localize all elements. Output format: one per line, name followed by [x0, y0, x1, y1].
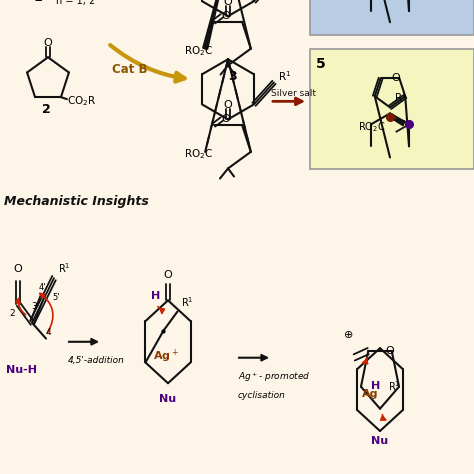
Text: Nu-H: Nu-H: [7, 365, 37, 375]
Text: O: O: [14, 264, 22, 273]
Polygon shape: [203, 0, 228, 49]
Text: O: O: [391, 73, 400, 83]
Polygon shape: [390, 118, 405, 126]
Text: 1: 1: [34, 0, 42, 4]
Text: O: O: [224, 0, 232, 7]
Text: O: O: [385, 346, 394, 356]
Text: R$^1$: R$^1$: [58, 262, 71, 275]
Bar: [310, 49, 474, 170]
Text: 4': 4': [38, 283, 46, 292]
Text: RO$_2$C: RO$_2$C: [184, 45, 213, 58]
Text: Ag: Ag: [362, 389, 378, 400]
Text: H: H: [371, 382, 381, 392]
Text: O: O: [164, 270, 173, 280]
Text: O: O: [221, 11, 230, 21]
Text: Ag$^+$: Ag$^+$: [153, 347, 178, 365]
Text: O: O: [221, 114, 230, 124]
Text: Cat B: Cat B: [112, 63, 148, 76]
Text: 5': 5': [52, 292, 60, 301]
Text: R$^1$: R$^1$: [182, 295, 194, 309]
Text: 2: 2: [42, 103, 50, 116]
Text: R$^1$: R$^1$: [278, 69, 292, 83]
Text: cyclisation: cyclisation: [238, 392, 286, 401]
Bar: [310, 0, 474, 35]
Text: H: H: [151, 291, 160, 301]
Text: ⊕: ⊕: [344, 330, 353, 340]
Text: Nu: Nu: [159, 394, 176, 404]
Text: n = 1, 2: n = 1, 2: [56, 0, 95, 6]
Text: 4,5'-addition: 4,5'-addition: [68, 356, 125, 365]
Text: R$^1$: R$^1$: [394, 91, 407, 104]
Text: O: O: [44, 38, 52, 48]
Text: Nu: Nu: [372, 436, 389, 446]
Text: CO$_2$R: CO$_2$R: [67, 94, 96, 108]
Text: RO$_2$C: RO$_2$C: [358, 120, 385, 134]
Text: Silver salt: Silver salt: [271, 89, 316, 98]
Text: Mechanistic Insights: Mechanistic Insights: [4, 195, 149, 208]
Text: Ag$^+$- promoted: Ag$^+$- promoted: [238, 370, 310, 383]
Text: 4: 4: [45, 328, 51, 337]
Text: RO$_2$C: RO$_2$C: [184, 147, 213, 161]
Text: O: O: [224, 100, 232, 110]
Text: 5: 5: [316, 57, 326, 71]
Text: R$^1$: R$^1$: [388, 380, 401, 393]
Text: 2: 2: [9, 309, 15, 318]
Text: 3: 3: [31, 302, 37, 311]
Text: 3: 3: [228, 70, 237, 83]
